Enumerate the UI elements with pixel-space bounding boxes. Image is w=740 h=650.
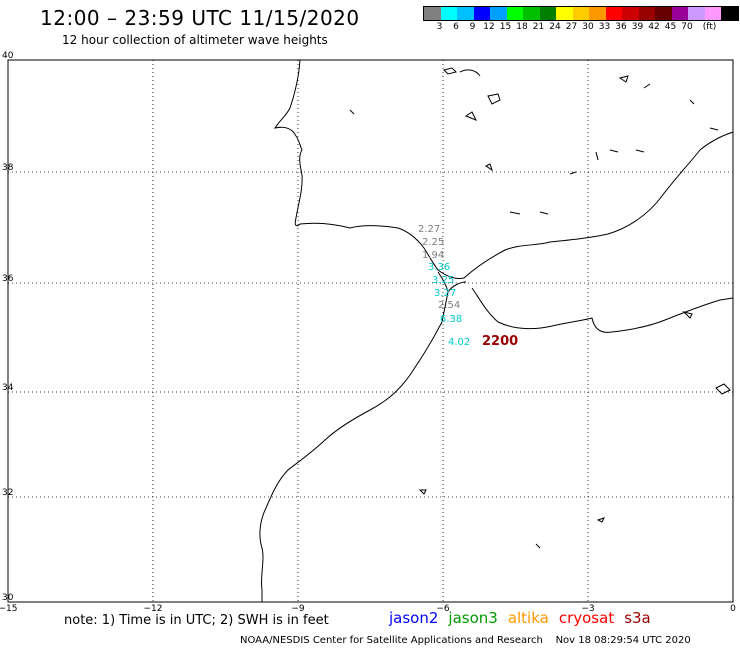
- wave-height-value: 1.94: [422, 250, 444, 261]
- legend-swatch: [473, 7, 490, 20]
- satellite-name: jason2: [389, 609, 439, 627]
- wave-height-value: 3.36: [428, 262, 450, 273]
- legend-label: (ft): [702, 22, 717, 32]
- legend-label: 30: [582, 22, 594, 32]
- pass-time-label: 2200: [482, 334, 518, 349]
- legend-label: 70: [681, 22, 693, 32]
- y-tick-label: 38: [2, 163, 14, 173]
- wave-height-measurements: 2.27 2.25 1.943.36 3.25 3.272.54 6.38 4.02: [418, 224, 470, 348]
- legend-label: 36: [615, 22, 627, 32]
- wave-height-value: 6.38: [440, 314, 462, 325]
- legend-label: 18: [516, 22, 528, 32]
- legend-labels: 3 6 9 12 15 18 21 24 27 30 33 36 39 42 45 70 (ft): [423, 22, 733, 36]
- satellite-legend: jason2 jason3 altika cryosat s3a: [389, 609, 661, 627]
- legend-swatch: [490, 7, 507, 20]
- legend-swatch: [539, 7, 556, 20]
- grid-lines: [8, 60, 733, 602]
- map-title: 12:00 – 23:59 UTC 11/15/2020: [40, 6, 360, 30]
- credit-line: NOAA/NESDIS Center for Satellite Applica…: [240, 635, 691, 646]
- x-tick-label: −9: [291, 604, 305, 614]
- legend-swatch: [572, 7, 589, 20]
- satellite-name: cryosat: [558, 609, 615, 627]
- wave-height-color-legend: [423, 6, 739, 21]
- x-axis-labels: −15 −12 −9 −6 −3 0: [0, 604, 736, 614]
- legend-label: 12: [483, 22, 495, 32]
- wave-height-value: 2.27: [418, 224, 440, 235]
- wave-height-value: 2.54: [438, 300, 460, 311]
- x-tick-label: −12: [144, 604, 163, 614]
- credit-text: NOAA/NESDIS Center for Satellite Applica…: [240, 635, 543, 646]
- legend-label: 21: [532, 22, 545, 32]
- y-tick-label: 36: [2, 274, 14, 284]
- x-tick-label: −6: [436, 604, 450, 614]
- legend-label: 42: [648, 22, 660, 32]
- map-subtitle: 12 hour collection of altimeter wave hei…: [62, 33, 328, 47]
- y-tick-label: 30: [2, 593, 14, 603]
- legend-label: 6: [453, 22, 459, 32]
- legend-swatch: [622, 7, 639, 20]
- satellite-name: jason3: [448, 609, 498, 627]
- x-tick-label: −3: [581, 604, 594, 614]
- legend-swatch: [424, 7, 441, 20]
- legend-label: 15: [499, 22, 512, 32]
- legend-label: 39: [631, 22, 644, 32]
- x-tick-label: −15: [0, 604, 18, 614]
- legend-swatch: [523, 7, 540, 20]
- coastline: [259, 59, 734, 602]
- wave-height-value: 3.25: [432, 275, 454, 286]
- y-tick-label: 34: [2, 383, 14, 393]
- legend-swatch: [704, 7, 721, 20]
- y-axis-labels: 40 38 36 34 32 30: [2, 51, 14, 603]
- legend-swatch: [688, 7, 705, 20]
- y-tick-label: 40: [2, 51, 14, 61]
- footer-note: note: 1) Time is in UTC; 2) SWH is in fe…: [64, 613, 329, 628]
- legend-swatch: [605, 7, 622, 20]
- legend-label: 27: [565, 22, 578, 32]
- legend-swatch: [671, 7, 688, 20]
- wave-height-value: 2.25: [422, 237, 444, 248]
- legend-label: 24: [549, 22, 561, 32]
- legend-swatch: [556, 7, 573, 20]
- map-frame: [7, 59, 734, 603]
- generated-timestamp: Nov 18 08:29:54 UTC 2020: [555, 635, 691, 646]
- wave-height-value: 4.02: [448, 337, 470, 348]
- y-tick-label: 32: [2, 488, 13, 498]
- satellite-name: s3a: [624, 609, 651, 627]
- legend-label: 9: [469, 22, 476, 32]
- legend-label: 33: [598, 22, 611, 32]
- legend-label: 45: [664, 22, 677, 32]
- satellite-name: altika: [507, 609, 549, 627]
- legend-swatch: [589, 7, 606, 20]
- legend-swatch: [655, 7, 672, 20]
- legend-swatch: [440, 7, 457, 20]
- legend-swatch: [638, 7, 655, 20]
- x-tick-label: 0: [730, 604, 736, 614]
- legend-swatch: [721, 7, 738, 20]
- legend-label: 3: [436, 22, 443, 32]
- legend-swatch: [506, 7, 523, 20]
- wave-height-value: 3.27: [434, 288, 456, 299]
- legend-swatch: [457, 7, 474, 20]
